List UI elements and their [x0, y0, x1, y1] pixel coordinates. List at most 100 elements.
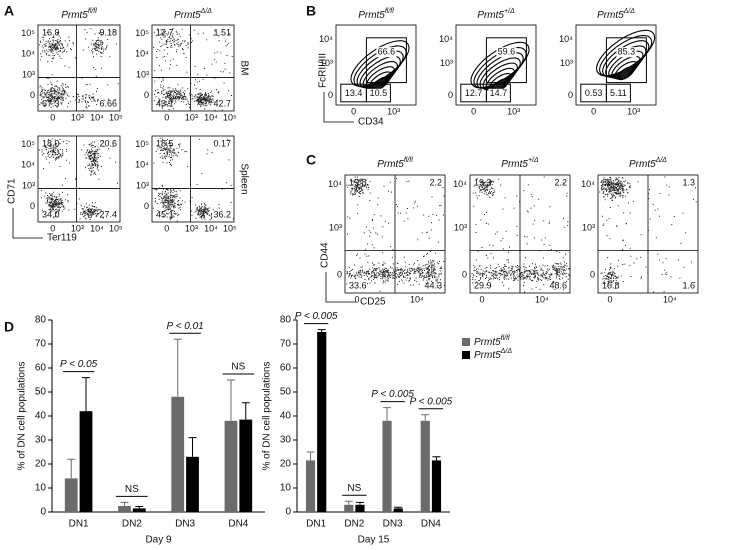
x-tick-label: 10³ [185, 223, 198, 233]
error-bar [120, 502, 128, 506]
gate-value: 10.5 [370, 88, 388, 98]
y-tick-label: 10⁵ [21, 139, 35, 149]
y-axis-label: FcRII/III [318, 53, 329, 88]
bar [239, 420, 252, 512]
bar [225, 421, 238, 512]
quadrant-value: 29.9 [474, 280, 492, 290]
contour-group [344, 32, 416, 94]
dot-cloud [472, 177, 570, 293]
quadrant-value: 80.3 [602, 177, 620, 187]
panel-letter: B [306, 3, 316, 19]
y-tick-label: 10³ [454, 222, 467, 232]
y-tick-label: 0 [285, 507, 291, 518]
gate-value: 5.11 [610, 88, 627, 98]
quadrant-value: 16.8 [602, 280, 620, 290]
quadrant-value: 42.7 [213, 98, 231, 108]
quadrant-value: 6.66 [99, 98, 117, 108]
genotype-label: Prmt5+/Δ [477, 8, 515, 21]
y-tick-label: 10⁴ [453, 179, 467, 189]
error-bar [135, 506, 143, 508]
y-tick-label: 0 [448, 90, 453, 100]
panel-letter: C [306, 152, 316, 168]
genotype-label: Prmt5Δ/Δ [174, 8, 212, 21]
x-tick-label: DN2 [122, 519, 142, 530]
error-bar [318, 330, 326, 332]
y-tick-label: 70 [280, 339, 292, 350]
y-tick-label: 0 [30, 201, 35, 211]
gate [486, 38, 526, 83]
y-axis-label: CD44 [320, 242, 331, 268]
error-bar [227, 380, 235, 421]
y-tick-label: 70 [35, 339, 47, 350]
y-tick-label: 0 [462, 270, 467, 280]
quadrant-value: 16.9 [42, 27, 60, 37]
quadrant-value: 19.3 [474, 177, 492, 187]
quadrant-value: 20.6 [99, 138, 117, 148]
quadrant-value: 67.3 [42, 98, 60, 108]
x-tick-label: 10⁴ [204, 112, 218, 122]
gate-value: 0.53 [585, 88, 603, 98]
bar [355, 505, 364, 512]
x-tick-label: DN2 [344, 519, 364, 530]
axis-indicator [13, 208, 43, 238]
y-tick-label: 50 [280, 387, 292, 398]
bar [394, 508, 403, 512]
y-tick-label: 10³ [329, 222, 342, 232]
y-axis-label: % of DN cell populations [17, 362, 28, 471]
quadrant-value: 0.17 [213, 138, 231, 148]
x-tick-label: 0 [164, 112, 169, 122]
gate-value: 59.6 [498, 47, 516, 57]
dot-cloud [346, 177, 445, 292]
y-tick-label: 50 [35, 387, 47, 398]
y-tick-label: 0 [30, 90, 35, 100]
y-tick-label: 20 [280, 459, 292, 470]
legend-label: Prmt5Δ/Δ [474, 348, 512, 361]
x-tick-label: 0 [164, 223, 169, 233]
bar [65, 478, 78, 512]
error-bar [345, 501, 353, 505]
panel-letter: A [4, 3, 14, 19]
y-tick-label: 80 [35, 315, 47, 326]
bar [382, 421, 391, 512]
y-tick-label: 10⁴ [328, 179, 342, 189]
error-bar [394, 507, 402, 508]
genotype-label: Prmt5Δ/Δ [629, 157, 667, 170]
bar [317, 332, 326, 512]
x-tick-label: 0 [50, 112, 55, 122]
x-tick-label: DN1 [306, 519, 326, 530]
bar [80, 411, 93, 512]
y-tick-label: 10⁴ [135, 160, 149, 170]
quadrant-value: 48.6 [549, 280, 567, 290]
genotype-label: Prmt5fl/fl [61, 8, 97, 21]
quadrant-value: 45.1 [156, 209, 174, 219]
error-bar [432, 457, 440, 461]
x-axis-label: Ter119 [47, 233, 77, 244]
x-tick-label: DN3 [175, 519, 195, 530]
significance-label: P < 0.005 [295, 311, 338, 322]
y-tick-label: 0 [568, 90, 573, 100]
bar [133, 508, 146, 512]
bar [344, 505, 353, 512]
quadrant-value: 2.2 [554, 177, 567, 187]
x-tick-label: 10³ [185, 112, 198, 122]
quadrant-value: 33.6 [349, 280, 367, 290]
x-tick-label: 10⁵ [109, 112, 123, 122]
gate-value: 66.6 [378, 47, 396, 57]
x-tick-label: 10⁴ [663, 294, 677, 304]
significance-label: P < 0.005 [410, 396, 453, 407]
quadrant-value: 34.0 [42, 209, 60, 219]
x-tick-label: DN4 [228, 519, 248, 530]
y-tick-label: 10⁴ [135, 49, 149, 59]
genotype-label: Prmt5fl/fl [358, 8, 394, 21]
error-bar [67, 459, 75, 478]
significance-label: NS [125, 484, 139, 495]
y-axis-label: CD71 [7, 178, 18, 204]
quadrant-value: 27.4 [99, 209, 117, 219]
y-tick-label: 10⁵ [135, 28, 149, 38]
y-tick-label: 60 [35, 363, 47, 374]
x-axis-label: CD25 [360, 297, 386, 308]
quadrant-value: 2.2 [429, 177, 442, 187]
y-tick-label: 10³ [582, 222, 595, 232]
quadrant-value: 43.1 [156, 98, 174, 108]
y-tick-label: 10³ [136, 180, 149, 190]
